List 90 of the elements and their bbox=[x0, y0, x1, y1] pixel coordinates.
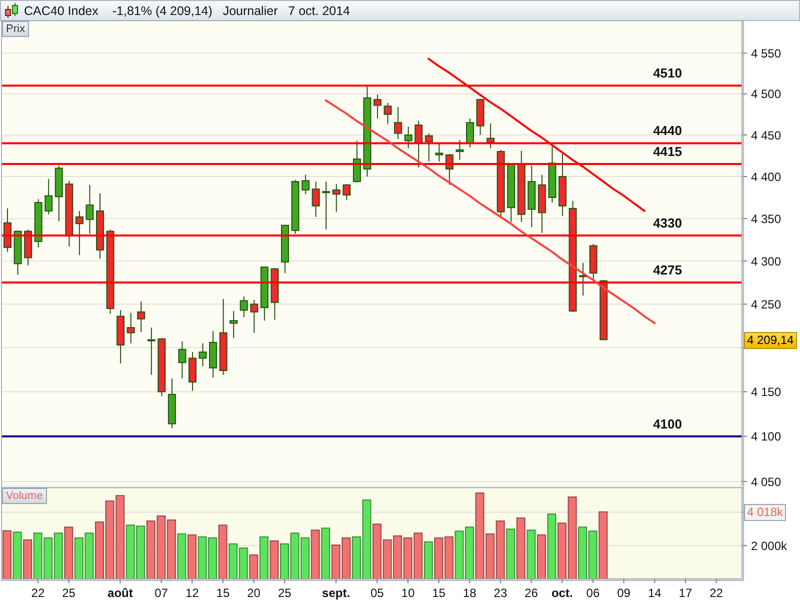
bar bbox=[536, 534, 546, 579]
ref-line-label: 4100 bbox=[653, 416, 682, 432]
bar bbox=[270, 540, 279, 579]
bar bbox=[23, 539, 32, 579]
candlestick bbox=[394, 106, 402, 140]
x-tick-label: 20 bbox=[247, 586, 261, 600]
x-tick-label: 22 bbox=[710, 586, 724, 600]
candlestick bbox=[250, 299, 258, 334]
x-tick-label: 05 bbox=[370, 586, 384, 600]
bar bbox=[424, 541, 433, 579]
candlestick bbox=[374, 94, 382, 119]
bar bbox=[506, 528, 516, 579]
ref-line-label: 4415 bbox=[653, 144, 682, 160]
y-tick-label: 4 300 bbox=[751, 254, 782, 268]
chart-title: CAC40 Index bbox=[24, 4, 98, 18]
bar bbox=[516, 518, 526, 579]
bar bbox=[2, 530, 12, 579]
y-tick-label: 4 550 bbox=[751, 46, 782, 61]
candlestick bbox=[435, 142, 444, 162]
y-tick-label: 4 450 bbox=[751, 128, 782, 142]
candlestick bbox=[44, 178, 53, 215]
x-tick-label: 14 bbox=[648, 586, 662, 600]
ref-line-label: 4440 bbox=[653, 123, 682, 138]
x-tick-label: 26 bbox=[524, 586, 538, 600]
candlestick bbox=[466, 118, 474, 148]
bar bbox=[64, 526, 74, 579]
candlestick bbox=[404, 126, 412, 149]
candlestick bbox=[332, 184, 340, 212]
bar bbox=[249, 554, 258, 579]
candlestick bbox=[126, 312, 135, 344]
bar bbox=[526, 530, 536, 579]
y-tick-label: 2 000k bbox=[751, 538, 788, 553]
bar bbox=[259, 536, 268, 579]
x-tick-label: 07 bbox=[154, 586, 168, 600]
x-tick-label: 25 bbox=[62, 586, 76, 600]
x-tick-label: 06 bbox=[586, 586, 600, 600]
text: 4 209,14 bbox=[747, 332, 794, 347]
y-tick-label: 4 100 bbox=[751, 430, 782, 444]
candlestick bbox=[75, 210, 84, 256]
x-tick-label: 23 bbox=[494, 586, 508, 600]
bar bbox=[598, 511, 608, 579]
candlestick bbox=[424, 132, 433, 162]
y-tick-label: 4 350 bbox=[751, 212, 782, 226]
bar bbox=[547, 514, 556, 579]
chart-subtitle: -1,81% (4 209,14) Journalier 7 oct. 2014 bbox=[112, 4, 350, 18]
x-tick-label: 17 bbox=[678, 586, 692, 600]
bar bbox=[321, 528, 330, 579]
candlestick bbox=[137, 301, 146, 332]
x-tick-label: 10 bbox=[401, 586, 415, 600]
x-tick-label: août bbox=[108, 586, 133, 600]
y-tick-label: 4 400 bbox=[751, 170, 782, 184]
y-axis-title: Prix bbox=[6, 23, 25, 35]
x-tick-label: 09 bbox=[617, 586, 631, 600]
y-tick-label: 4 150 bbox=[751, 385, 782, 400]
candlestick bbox=[86, 184, 94, 234]
candlestick bbox=[302, 174, 310, 195]
bar bbox=[188, 534, 196, 579]
candlestick bbox=[147, 327, 156, 376]
x-tick-label: 12 bbox=[185, 586, 200, 600]
x-tick-label: 25 bbox=[278, 586, 292, 600]
bar bbox=[218, 524, 228, 579]
ref-line-label: 4330 bbox=[653, 216, 682, 231]
candlestick bbox=[198, 342, 207, 367]
ref-line-label: 4275 bbox=[653, 262, 682, 278]
candlestick bbox=[312, 181, 320, 218]
bar bbox=[310, 530, 320, 579]
candlestick bbox=[352, 140, 361, 183]
y-tick-label: 4 500 bbox=[751, 87, 782, 102]
candlestick bbox=[342, 184, 351, 201]
candlestick bbox=[188, 352, 196, 392]
candlestick bbox=[322, 181, 330, 230]
candlestick bbox=[230, 310, 238, 339]
candlestick bbox=[384, 102, 392, 125]
ref-line-label: 4510 bbox=[653, 66, 682, 81]
text: 4 018k bbox=[747, 504, 784, 519]
x-tick-label: oct. bbox=[551, 586, 573, 600]
candlestick bbox=[414, 120, 423, 168]
y-tick-label: 4 050 bbox=[751, 474, 782, 489]
x-tick-label: sept. bbox=[322, 586, 350, 600]
y-tick-label: 4 250 bbox=[751, 297, 782, 312]
candlestick bbox=[240, 296, 248, 318]
x-tick-label: 18 bbox=[462, 586, 477, 600]
y-axis-title: Volume bbox=[6, 490, 43, 502]
x-tick-label: 22 bbox=[31, 586, 45, 600]
x-tick-label: 15 bbox=[216, 586, 230, 600]
candlestick bbox=[178, 341, 186, 379]
x-tick-label: 15 bbox=[432, 586, 446, 600]
candlestick bbox=[456, 139, 464, 160]
bar bbox=[177, 533, 186, 579]
bar bbox=[12, 532, 22, 579]
